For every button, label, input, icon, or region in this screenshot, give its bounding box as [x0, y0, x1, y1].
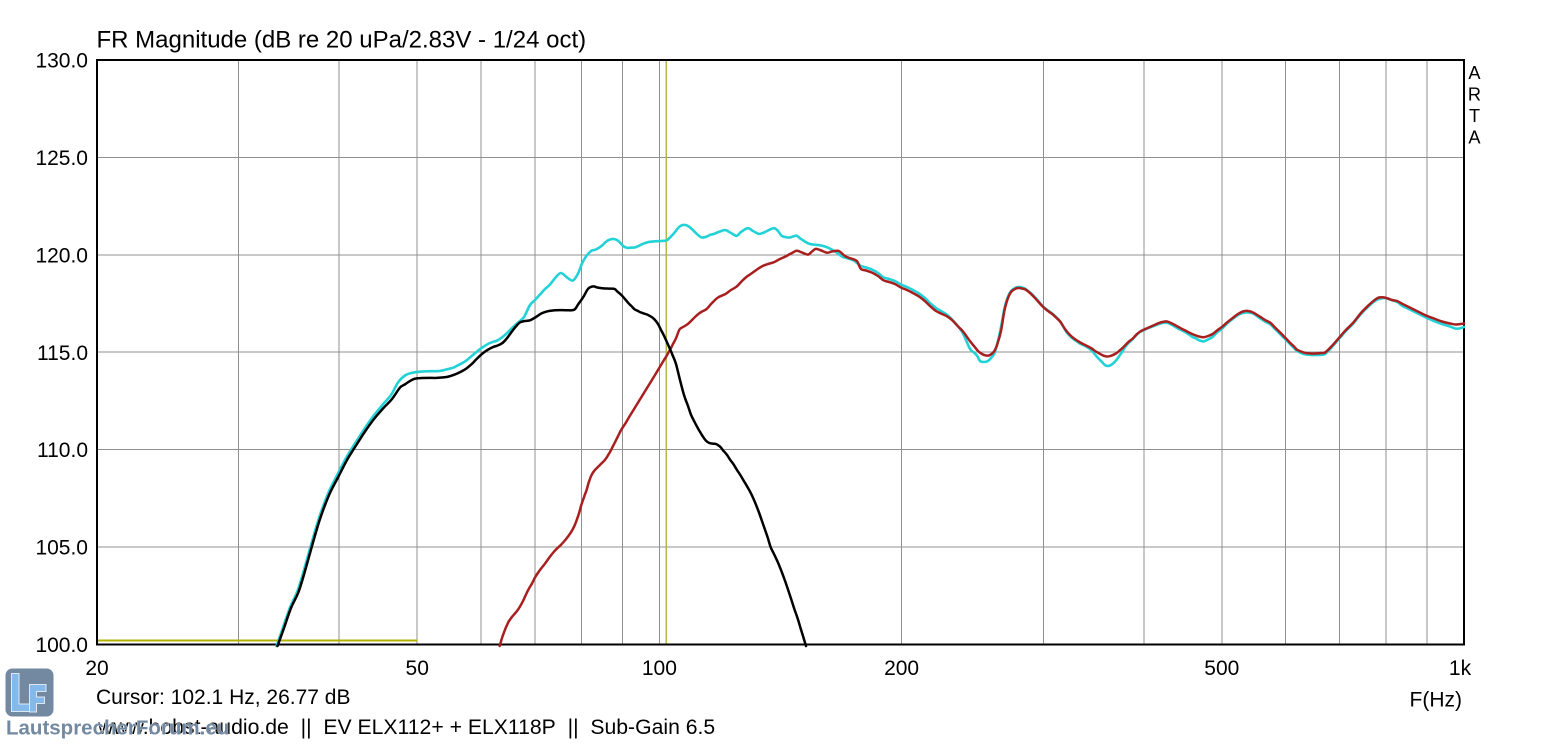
svg-text:500: 500 — [1204, 657, 1239, 680]
svg-text:FR Magnitude (dB re 20 uPa/2.8: FR Magnitude (dB re 20 uPa/2.83V - 1/24 … — [97, 27, 587, 54]
svg-text:20: 20 — [85, 657, 108, 680]
svg-text:F(Hz): F(Hz) — [1410, 689, 1462, 712]
svg-text:Cursor: 102.1 Hz, 26.77 dB: Cursor: 102.1 Hz, 26.77 dB — [96, 686, 350, 709]
svg-text:T: T — [1469, 106, 1480, 126]
svg-text:100.0: 100.0 — [35, 634, 88, 657]
svg-text:110.0: 110.0 — [37, 439, 88, 462]
svg-text:R: R — [1468, 85, 1481, 105]
svg-text:LautsprecherForum.eu: LautsprecherForum.eu — [6, 717, 229, 740]
svg-text:125.0: 125.0 — [35, 147, 88, 170]
svg-text:200: 200 — [884, 657, 919, 680]
svg-text:120.0: 120.0 — [35, 244, 88, 267]
svg-text:130.0: 130.0 — [35, 50, 88, 73]
svg-text:115.0: 115.0 — [37, 342, 88, 365]
svg-text:105.0: 105.0 — [35, 537, 88, 560]
svg-text:A: A — [1468, 128, 1481, 148]
svg-text:100: 100 — [642, 657, 677, 680]
svg-text:www.bobst-audio.de || EV ELX: www.bobst-audio.de || EV ELX112+ + ELX11… — [97, 716, 715, 739]
svg-text:1k: 1k — [1449, 657, 1472, 680]
svg-text:A: A — [1468, 63, 1481, 83]
svg-text:50: 50 — [406, 657, 429, 680]
